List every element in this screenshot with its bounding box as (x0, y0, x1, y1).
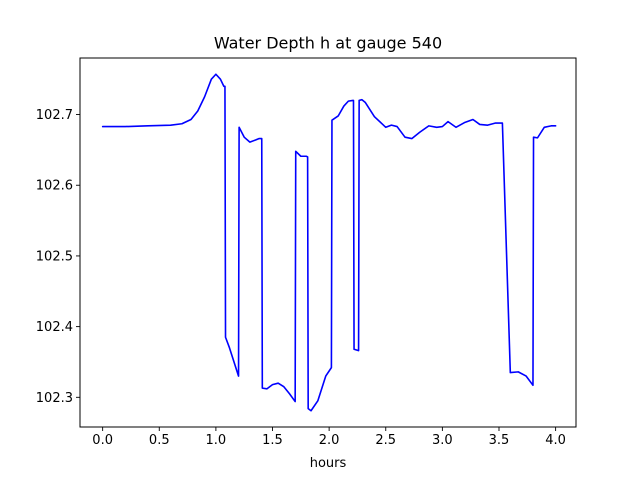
x-tick-label: 1.5 (262, 433, 283, 448)
y-tick-label: 102.5 (36, 249, 73, 264)
x-tick-label: 4.0 (545, 433, 566, 448)
x-tick-label: 2.0 (319, 433, 340, 448)
x-tick-label: 3.0 (432, 433, 453, 448)
x-tick-label: 3.5 (489, 433, 510, 448)
x-tick-label: 0.5 (149, 433, 170, 448)
y-tick-label: 102.4 (36, 320, 73, 335)
y-tick-label: 102.3 (36, 391, 73, 406)
y-tick-label: 102.7 (36, 108, 73, 123)
x-tick-label: 0.0 (92, 433, 113, 448)
x-tick-label: 1.0 (206, 433, 227, 448)
chart-title: Water Depth h at gauge 540 (214, 34, 442, 53)
x-axis-label: hours (310, 456, 347, 471)
x-axis: 0.0 0.5 1.0 1.5 2.0 2.5 3.0 3.5 4.0 (92, 427, 566, 448)
x-tick-label: 2.5 (375, 433, 396, 448)
y-axis: 102.3 102.4 102.5 102.6 102.7 (36, 108, 80, 406)
series-line-0 (101, 73, 557, 412)
plot-frame (79, 57, 577, 428)
y-tick-label: 102.6 (36, 179, 73, 194)
plot-area (101, 73, 557, 412)
